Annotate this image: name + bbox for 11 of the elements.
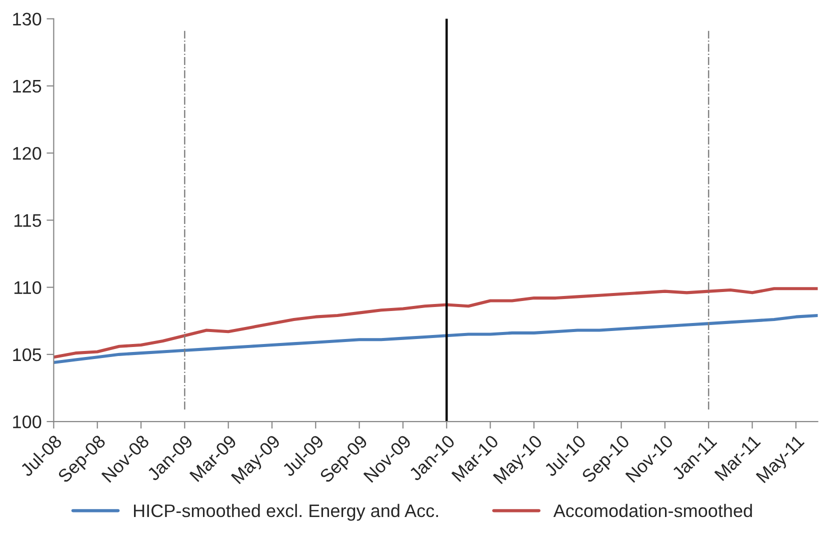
y-tick-label: 110 xyxy=(14,281,42,294)
y-tick-label: 120 xyxy=(13,146,42,160)
legend-label: HICP-smoothed excl. Energy and Acc. xyxy=(134,504,438,521)
line-series xyxy=(54,314,818,364)
y-tick-label: 105 xyxy=(13,348,42,362)
legend-label: Accomodation-smoothed xyxy=(553,504,752,518)
y-tick-label: 130 xyxy=(13,12,42,26)
line-series xyxy=(54,287,818,359)
y-tick-label: 115 xyxy=(14,214,42,227)
y-tick-label: 100 xyxy=(13,415,42,428)
y-tick-label: 125 xyxy=(13,80,42,93)
